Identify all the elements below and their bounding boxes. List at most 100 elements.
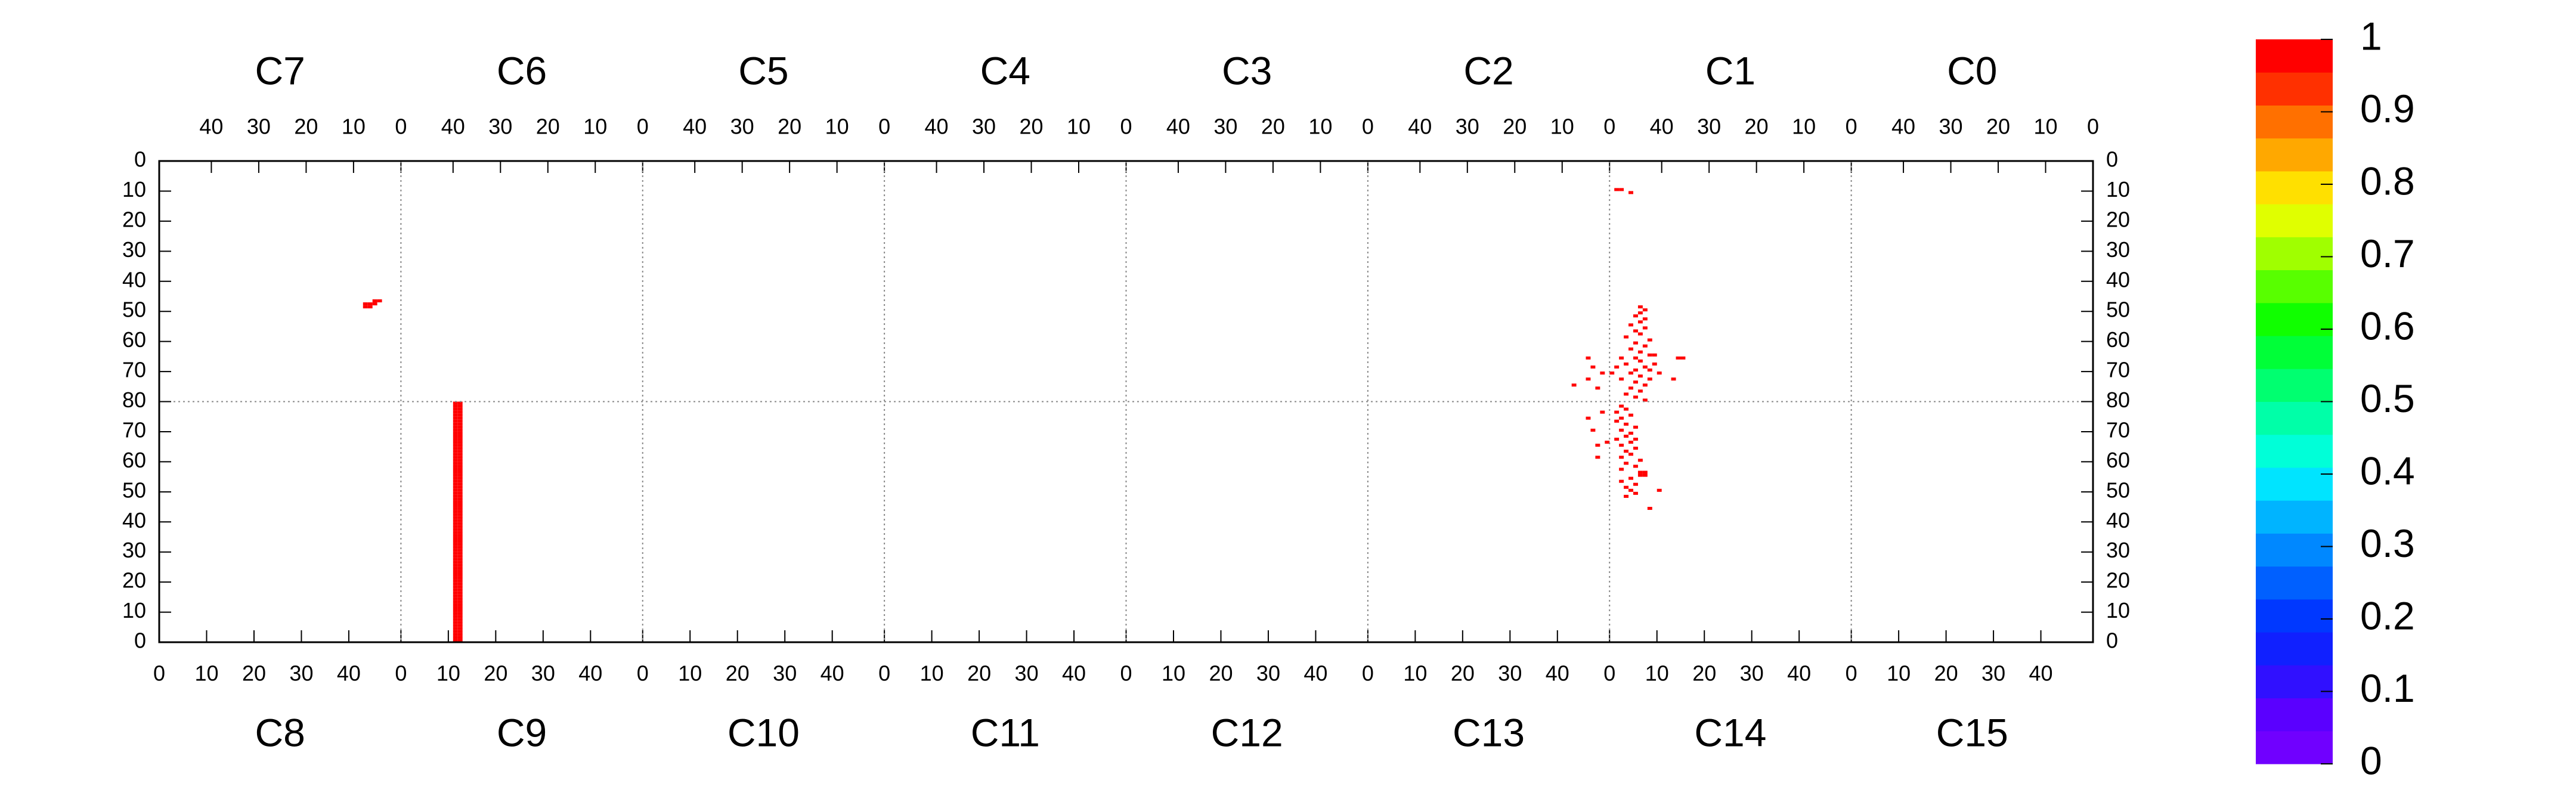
hit-cell — [1633, 425, 1638, 429]
hit-cell — [1628, 476, 1633, 480]
hit-cell — [457, 588, 463, 592]
hit-cell — [1624, 434, 1629, 438]
x-tick-label: 40 — [1408, 114, 1432, 139]
x-tick-label: 0 — [637, 661, 649, 686]
hit-cell — [1614, 419, 1620, 423]
hit-cell — [1624, 450, 1629, 453]
hit-cell — [457, 633, 463, 636]
hit-cell — [457, 404, 463, 408]
hit-cell — [457, 543, 463, 546]
hit-cell — [457, 482, 463, 486]
hit-cell — [453, 413, 458, 417]
hit-cell — [453, 438, 458, 441]
hit-cell — [453, 519, 458, 522]
hit-cell — [453, 594, 458, 597]
x-tick-label: 0 — [1362, 114, 1374, 139]
hit-cell — [453, 453, 458, 456]
hit-cell — [1624, 392, 1629, 396]
x-tick-label: 30 — [1213, 114, 1237, 139]
x-tick-label: 10 — [1887, 661, 1911, 686]
hit-cell — [1609, 371, 1615, 375]
hit-cell — [457, 507, 463, 510]
hit-cell — [1595, 444, 1600, 447]
hit-cell — [457, 627, 463, 630]
hit-cell — [1624, 407, 1629, 411]
x-tick-label: 40 — [1891, 114, 1915, 139]
colorbar-tick-label: 0.3 — [2360, 521, 2415, 565]
hit-cell — [1619, 377, 1624, 381]
hit-cell — [457, 534, 463, 537]
hit-cell — [457, 510, 463, 513]
x-tick-label: 30 — [972, 114, 996, 139]
hit-cell — [453, 473, 458, 477]
hit-cell — [457, 479, 463, 483]
y-tick-label: 30 — [2106, 237, 2130, 262]
hit-cell — [457, 585, 463, 589]
hit-cell — [1637, 332, 1643, 336]
hit-cell — [453, 407, 458, 411]
x-tick-label: 10 — [2033, 114, 2057, 139]
x-tick-label: 20 — [1934, 661, 1958, 686]
hit-cell — [453, 419, 458, 423]
colorbar-band — [2256, 698, 2333, 732]
hit-cell — [453, 491, 458, 495]
hit-cell — [1624, 462, 1629, 465]
colorbar-tick-label: 0 — [2360, 738, 2382, 782]
hit-cell — [367, 302, 373, 306]
chip-label: C14 — [1694, 710, 1766, 754]
hit-cell — [1637, 459, 1643, 462]
y-tick-label: 70 — [122, 417, 146, 442]
hit-cell — [457, 428, 463, 432]
x-tick-label: 20 — [726, 661, 750, 686]
hit-cell — [453, 531, 458, 534]
x-tick-label: 20 — [967, 661, 991, 686]
colorbar-band — [2256, 434, 2333, 468]
hit-cell — [457, 540, 463, 543]
colorbar-band — [2256, 369, 2333, 402]
hit-cell — [457, 522, 463, 525]
hit-cell — [457, 624, 463, 627]
hit-cell — [1614, 365, 1620, 369]
hit-cell — [1637, 359, 1643, 363]
x-tick-label: 20 — [1986, 114, 2010, 139]
hit-cell — [453, 618, 458, 621]
x-tick-label: 20 — [536, 114, 560, 139]
chip-label: C2 — [1463, 48, 1513, 92]
hit-cell — [1628, 488, 1633, 492]
hit-cell — [453, 516, 458, 519]
y-tick-label: 20 — [122, 207, 146, 231]
hit-cell — [453, 528, 458, 531]
hit-cell — [453, 410, 458, 414]
hit-cell — [457, 569, 463, 573]
hit-cell — [453, 525, 458, 528]
x-tick-label: 10 — [1403, 661, 1427, 686]
x-tick-label: 10 — [194, 661, 218, 686]
colorbar-band — [2256, 138, 2333, 172]
hit-cell — [457, 558, 463, 561]
hit-cell — [1586, 356, 1591, 360]
hit-cell — [453, 627, 458, 630]
hit-cell — [1647, 377, 1652, 381]
x-tick-label: 30 — [1981, 661, 2005, 686]
hit-cell — [1595, 386, 1600, 390]
hit-cell — [457, 525, 463, 528]
hit-cell — [457, 555, 463, 558]
x-tick-label: 0 — [878, 661, 890, 686]
y-tick-label: 40 — [2106, 267, 2130, 292]
hit-cell — [1624, 335, 1629, 339]
chip-label: C0 — [1947, 48, 1997, 92]
x-tick-label: 20 — [1209, 661, 1233, 686]
hit-cell — [457, 413, 463, 417]
hit-cell — [453, 470, 458, 474]
x-tick-label: 20 — [778, 114, 801, 139]
hit-cell — [453, 621, 458, 624]
hit-cell — [453, 612, 458, 615]
hit-cell — [453, 494, 458, 498]
hit-cell — [457, 597, 463, 600]
hit-cell — [1676, 356, 1681, 360]
x-tick-label: 10 — [825, 114, 849, 139]
hit-cell — [453, 600, 458, 603]
hit-cell — [457, 621, 463, 624]
hit-cell — [453, 558, 458, 561]
hit-cell — [453, 591, 458, 595]
